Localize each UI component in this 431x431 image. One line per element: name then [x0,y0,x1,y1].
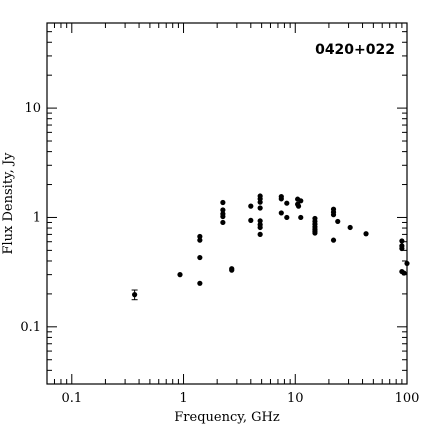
data-point [278,196,284,202]
axis-ticks [46,22,408,385]
data-point [298,198,304,204]
data-point [220,219,226,226]
data-point [257,218,263,224]
data-point [278,210,284,216]
y-tick-label: 0.1 [20,320,41,335]
data-point [312,230,318,236]
y-tick-label: 1 [33,210,41,225]
data-point [335,218,341,225]
data-point [401,270,407,276]
data-point [284,214,290,221]
x-tick-label: 100 [395,391,420,406]
plot-frame [46,22,408,385]
data-point [298,214,304,221]
data-point [330,237,337,243]
data-point [220,213,226,220]
y-tick-label: 10 [24,101,41,116]
data-point [257,231,263,237]
x-axis-label: Frequency, GHz [174,410,280,425]
data-points [131,193,410,301]
data-point [197,254,203,261]
data-point [399,245,405,252]
data-point [347,224,353,231]
data-point [197,233,203,240]
data-point [257,199,263,205]
x-tick-label: 0.1 [61,391,82,406]
data-point [284,200,290,206]
data-point [399,238,405,244]
data-point [404,260,410,267]
y-axis-label: Flux Density, Jy [1,152,16,255]
data-point [295,203,302,209]
data-point [197,237,203,243]
data-point [177,272,183,278]
data-point [257,224,263,231]
x-tick-label: 10 [287,391,304,406]
data-point [248,217,254,223]
chart-title: 0420+022 [315,42,395,58]
data-point [363,231,369,237]
data-point [229,267,235,273]
data-point [132,292,138,298]
x-tick-label: 1 [179,391,187,406]
axis-tick-labels: 0.1 1 10 100 0.1 1 10 [20,101,419,406]
data-point [220,199,226,206]
data-point [330,212,337,218]
data-point [248,203,254,209]
data-point [197,280,203,286]
data-point [220,207,226,213]
data-point [257,205,263,211]
